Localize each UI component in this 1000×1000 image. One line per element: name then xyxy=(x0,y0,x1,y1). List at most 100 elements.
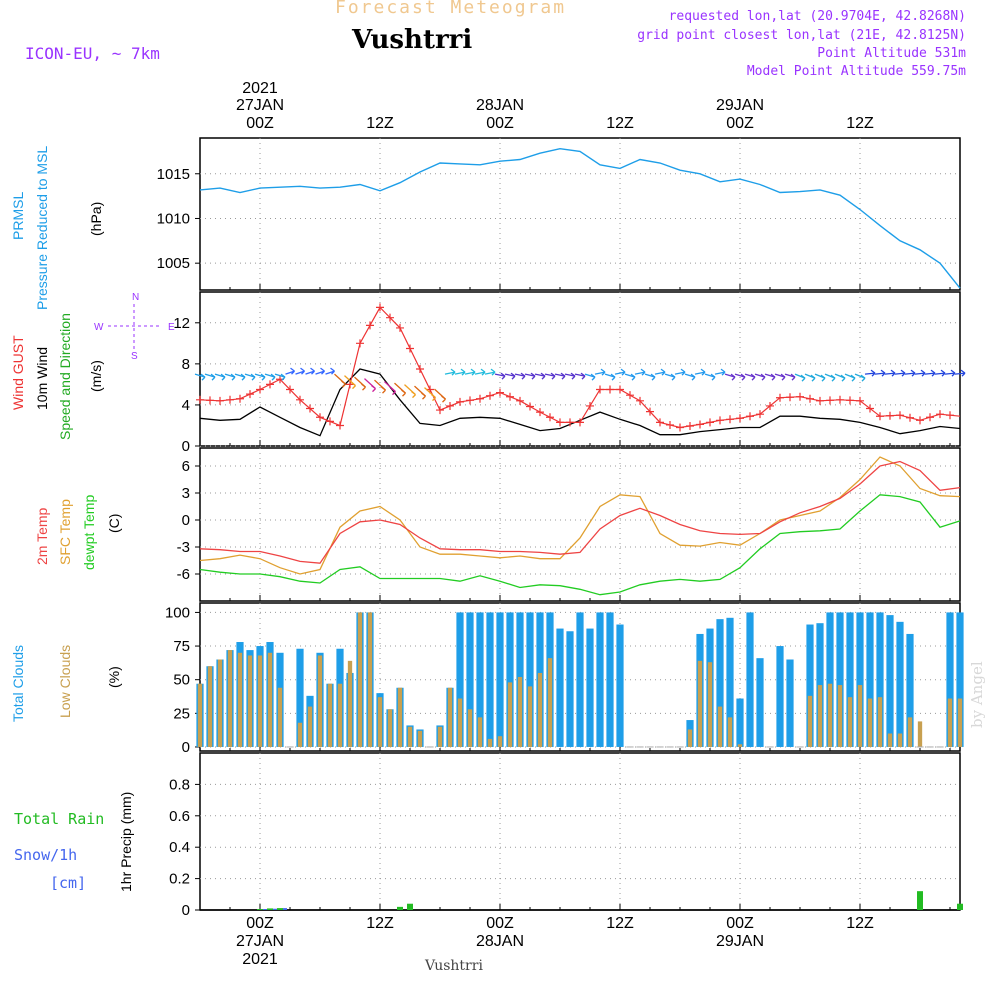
low-cloud-bar xyxy=(537,672,543,747)
total-cloud-bar xyxy=(726,617,734,747)
bottom-time-label: 12Z xyxy=(846,915,874,932)
wind-arrow-head xyxy=(740,373,746,381)
wind-direction-arrow xyxy=(524,373,536,377)
gust-marker xyxy=(496,388,504,397)
gust-marker xyxy=(316,413,324,422)
gust-marker xyxy=(876,412,884,421)
wind-arrow-head xyxy=(670,373,676,381)
gust-marker xyxy=(846,396,854,405)
wind-direction-arrow xyxy=(474,371,486,375)
gust-marker xyxy=(356,339,364,348)
top-time-label: 28JAN xyxy=(476,97,524,114)
dewpt-line xyxy=(199,494,961,596)
wind-direction-arrow xyxy=(325,370,335,375)
low-cloud-bar xyxy=(437,726,443,747)
wind-arrow-head xyxy=(750,373,756,381)
gust-marker xyxy=(936,410,944,419)
wind-arrow-head xyxy=(630,373,636,381)
pressure-frame xyxy=(199,137,961,291)
low-cloud-bar xyxy=(237,652,243,747)
wind-arrow-head xyxy=(260,373,266,381)
gust-marker xyxy=(446,401,454,410)
wind-arrow-head xyxy=(441,395,446,403)
pressure-ytick-label: 1010 xyxy=(157,210,190,227)
low-cloud-bar xyxy=(387,709,393,747)
gust-marker xyxy=(436,406,444,415)
rain-label: Total Rain xyxy=(14,810,105,828)
low-cloud-bar xyxy=(467,709,473,747)
gust-marker xyxy=(596,385,604,394)
gust-marker xyxy=(906,413,914,422)
sfc-temp-line xyxy=(199,456,961,575)
wind-direction-arrow xyxy=(654,371,666,375)
snow-bar xyxy=(283,908,287,910)
wind-arrow-head xyxy=(470,368,476,376)
gust-marker xyxy=(796,392,804,401)
top-time-label: 27JAN xyxy=(236,97,284,114)
gust-marker xyxy=(326,417,334,426)
wind-arrow-head xyxy=(640,368,646,376)
wind-direction-arrow xyxy=(874,372,886,375)
low-cloud-bar xyxy=(407,726,413,747)
gust-marker xyxy=(626,391,634,400)
rain-bar xyxy=(277,908,283,910)
wind-direction-arrow xyxy=(464,371,476,375)
low-cloud-bar xyxy=(347,660,353,747)
wind-arrow-head xyxy=(590,373,596,381)
wind-direction-arrow xyxy=(904,372,916,375)
wind-arrow-head xyxy=(820,374,826,382)
total-cloud-bar xyxy=(856,612,864,747)
wind-direction-arrow xyxy=(444,371,456,375)
low-cloud-bar xyxy=(507,682,513,747)
gust-marker xyxy=(456,397,464,406)
wind-arrow-head xyxy=(770,373,776,381)
total-cloud-bar xyxy=(876,612,884,747)
total-cloud-bar xyxy=(866,612,874,747)
wind-direction-arrow xyxy=(894,372,906,375)
gust-marker xyxy=(706,418,714,427)
wind-arrow-head xyxy=(800,374,806,382)
wind-arrow-head xyxy=(950,369,956,377)
gust-marker xyxy=(606,385,614,394)
gust-marker xyxy=(536,408,544,417)
total-cloud-bar xyxy=(946,612,954,747)
rain-bar xyxy=(397,906,403,910)
clouds-ytick-label: 100 xyxy=(165,604,190,621)
low-cloud-bar xyxy=(837,685,843,747)
low-cloud-bar xyxy=(807,695,813,747)
low-cloud-bar xyxy=(477,717,483,747)
wind-arrow-head xyxy=(870,369,876,377)
bottom-time-label: 00Z xyxy=(246,915,274,932)
gust-marker xyxy=(256,385,264,394)
low-cloud-bar xyxy=(367,612,373,747)
low-cloud-bar xyxy=(357,612,363,747)
gust-marker xyxy=(306,404,314,413)
gust-marker xyxy=(666,420,674,429)
wind-arrow-head xyxy=(680,368,686,376)
wind-arrow-head xyxy=(780,373,786,381)
wind-direction-arrow xyxy=(554,373,566,377)
total-cloud-bar xyxy=(806,624,814,747)
gust-marker xyxy=(916,416,924,425)
gust-line xyxy=(199,306,961,429)
bottom-time-label: 12Z xyxy=(366,915,394,932)
gust-marker xyxy=(946,411,954,420)
wind-arrow-head xyxy=(490,368,496,376)
low-cloud-bar xyxy=(887,733,893,747)
total-cloud-bar xyxy=(596,612,604,747)
temperature-ytick-label: 0 xyxy=(182,512,190,529)
gust-marker xyxy=(216,396,224,405)
total-cloud-bar xyxy=(896,621,904,747)
wind-arrow-head xyxy=(200,373,206,381)
wind-arrow-head xyxy=(431,394,436,402)
clouds-ytick-label: 50 xyxy=(173,672,190,689)
snow-unit-label: [cm] xyxy=(50,874,87,892)
low-cloud-bar xyxy=(457,698,463,747)
low-cloud-bar xyxy=(397,687,403,747)
wind-arrow-head xyxy=(510,372,516,380)
low-cloud-bar xyxy=(307,706,313,747)
wind-arrow-head xyxy=(700,368,706,376)
total-cloud-bar xyxy=(526,612,534,747)
wind-arrow-head xyxy=(610,373,616,381)
wind-direction-arrow xyxy=(484,371,496,375)
